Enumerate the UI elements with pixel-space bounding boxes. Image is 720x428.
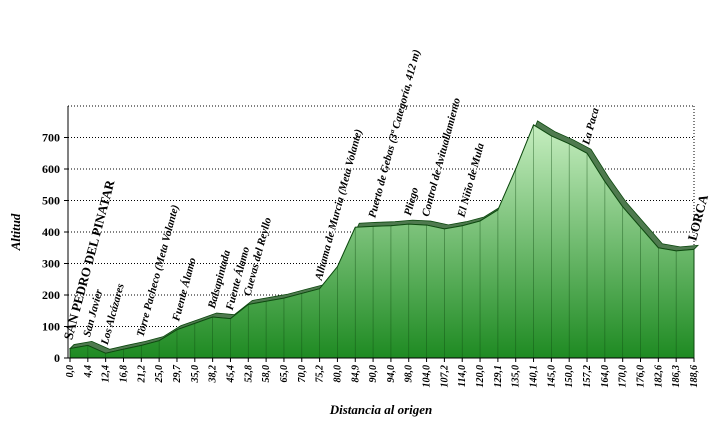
x-tick-label: 164,0 <box>600 365 611 388</box>
x-tick-label: 150,0 <box>564 365 575 388</box>
x-tick-label: 182,6 <box>653 365 664 388</box>
x-tick-label: 135,0 <box>511 365 522 388</box>
y-axis-label: Altitud <box>8 213 23 251</box>
x-tick-label: 58,0 <box>261 365 272 383</box>
x-tick-label: 104,0 <box>422 365 433 388</box>
x-tick-label: 25,0 <box>154 365 165 384</box>
profile-area <box>69 124 695 359</box>
y-tick-label: 700 <box>42 131 60 145</box>
y-tick-label: 200 <box>42 288 60 302</box>
x-tick-label: 114,0 <box>457 365 468 387</box>
x-tick-label: 70,0 <box>297 365 308 383</box>
x-tick-label: 65,0 <box>279 365 290 383</box>
place-label-12: El Niño de Mula <box>455 141 487 219</box>
y-tick-labels: 0 100 200 300 400 500 600 700 <box>42 131 68 365</box>
x-tick-label: 38,2 <box>208 365 219 384</box>
place-label-14: LORCA <box>684 192 711 242</box>
x-tick-label: 4,4 <box>83 365 94 379</box>
x-tick-label: 0,0 <box>65 365 76 378</box>
x-tick-label: 145,0 <box>546 365 557 388</box>
x-tick-label: 80,0 <box>332 365 343 383</box>
place-label-4: Fuente Álamo <box>170 256 199 323</box>
y-tick-label: 600 <box>42 162 60 176</box>
x-tick-label: 84,9 <box>350 365 361 383</box>
x-tick-label: 170,0 <box>618 365 629 388</box>
x-tick-label: 140,1 <box>529 365 540 388</box>
place-label-11: Control de Avituallamiento <box>420 96 463 218</box>
y-tick-label: 400 <box>42 225 60 239</box>
place-label-13: La Paca <box>580 106 602 147</box>
y-tick-label: 300 <box>42 257 60 271</box>
x-tick-labels: 0,0 4,4 12,4 16,8 21,2 25,0 29,7 35,0 38,2 45,4 52… <box>65 358 700 388</box>
place-label-10: Pliego <box>402 186 421 217</box>
x-tick-label: 107,2 <box>439 365 450 388</box>
x-tick-label: 90,0 <box>368 365 379 383</box>
x-tick-label: 45,4 <box>225 365 236 384</box>
x-tick-label: 16,8 <box>118 365 129 383</box>
x-tick-label: 98,0 <box>404 365 415 383</box>
y-tick-label: 100 <box>42 320 60 334</box>
x-tick-label: 129,1 <box>493 365 504 388</box>
x-tick-label: 188,6 <box>689 365 700 388</box>
y-tick-label: 0 <box>54 351 60 365</box>
x-tick-label: 12,4 <box>101 365 112 383</box>
x-tick-label: 75,2 <box>315 365 326 383</box>
x-tick-label: 94,0 <box>386 365 397 383</box>
x-tick-label: 176,0 <box>636 365 647 388</box>
x-axis-label: Distancia al origen <box>329 402 433 417</box>
x-tick-label: 21,2 <box>136 365 147 384</box>
x-tick-label: 35,0 <box>190 365 201 384</box>
y-tick-label: 500 <box>42 194 60 208</box>
x-tick-label: 186,3 <box>671 365 682 388</box>
x-tick-label: 29,7 <box>172 364 183 384</box>
x-tick-label: 157,2 <box>582 365 593 388</box>
x-tick-label: 120,0 <box>475 365 486 388</box>
x-tick-label: 52,8 <box>243 365 254 383</box>
